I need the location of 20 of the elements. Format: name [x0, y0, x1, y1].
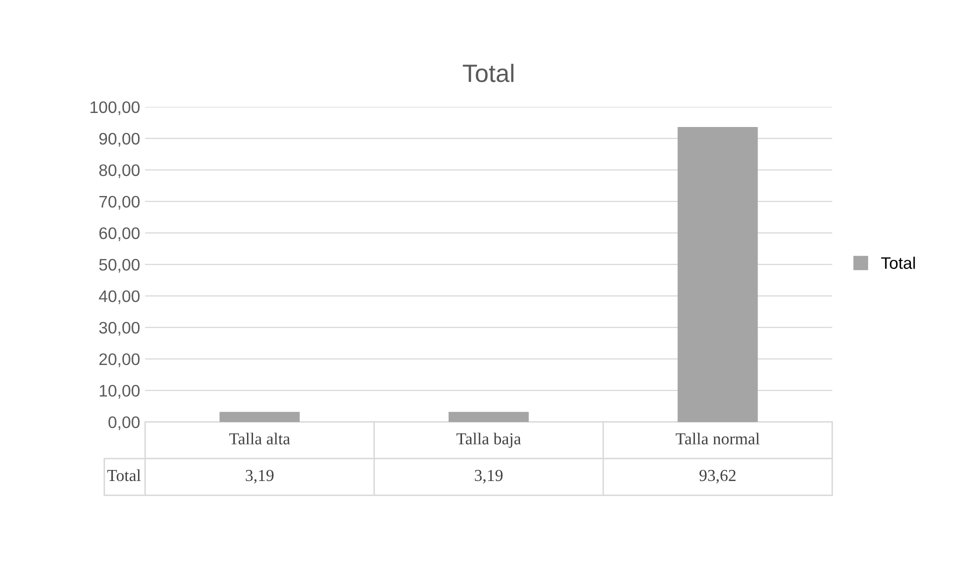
data-label: 93,62 — [699, 470, 736, 484]
x-tick-label: Talla baja — [456, 432, 521, 448]
legend-label: Total — [881, 256, 915, 269]
x-tick-label: Talla alta — [229, 432, 290, 444]
text: Total — [107, 469, 141, 482]
chart-title: Total — [462, 64, 514, 82]
y-tick-label: 20,00 — [99, 353, 140, 368]
y-tick-label: 30,00 — [99, 322, 140, 336]
y-tick-label: 60,00 — [99, 227, 140, 242]
data-label: 3,19 — [246, 470, 274, 484]
y-tick-label: 100,00 — [90, 101, 140, 116]
y-tick-label: 80,00 — [99, 164, 140, 178]
y-tick-label: 90,00 — [99, 132, 140, 147]
y-tick-label: 10,00 — [100, 384, 140, 399]
y-tick-label: 0,00 — [108, 416, 140, 430]
y-tick-label: 50,00 — [99, 258, 140, 273]
x-tick-label: Talla normal — [676, 432, 760, 444]
data-label: 3,19 — [474, 470, 503, 484]
y-tick-label: 70,00 — [99, 196, 140, 210]
y-tick-label: 40,00 — [98, 290, 140, 304]
